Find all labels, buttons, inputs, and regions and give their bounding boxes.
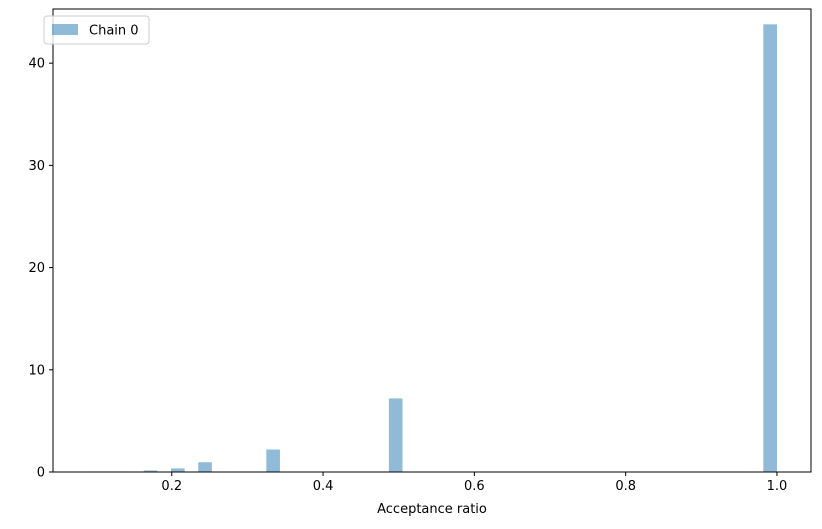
histogram-bar [266,449,280,472]
axes-layer: 0.2 0.4 0.6 0.8 1.0 0 10 20 30 40 Acceptance ratio [28,8,812,517]
legend-swatch [52,24,78,35]
x-tick-label: 0.8 [615,479,636,494]
y-tick-label: 30 [28,159,45,174]
y-tick-label: 20 [28,261,45,276]
y-tick-label: 40 [28,57,45,72]
histogram-bar [171,468,185,472]
histogram-bar [198,462,212,472]
histogram-bar [388,398,403,472]
x-axis-label: Acceptance ratio [377,502,487,517]
bars-layer [89,24,777,473]
plot-frame [52,8,812,473]
x-tick-label: 0.4 [313,479,334,494]
histogram-bar [763,24,777,473]
y-tick-label: 10 [28,363,45,378]
x-tick-label: 1.0 [767,479,788,494]
legend-label: Chain 0 [89,24,139,39]
x-tick-label: 0.2 [161,479,182,494]
y-tick-label: 0 [37,466,45,481]
x-tick-label: 0.6 [464,479,485,494]
legend: Chain 0 [43,15,150,45]
histogram-bar [143,470,158,472]
legend-box [43,15,150,45]
